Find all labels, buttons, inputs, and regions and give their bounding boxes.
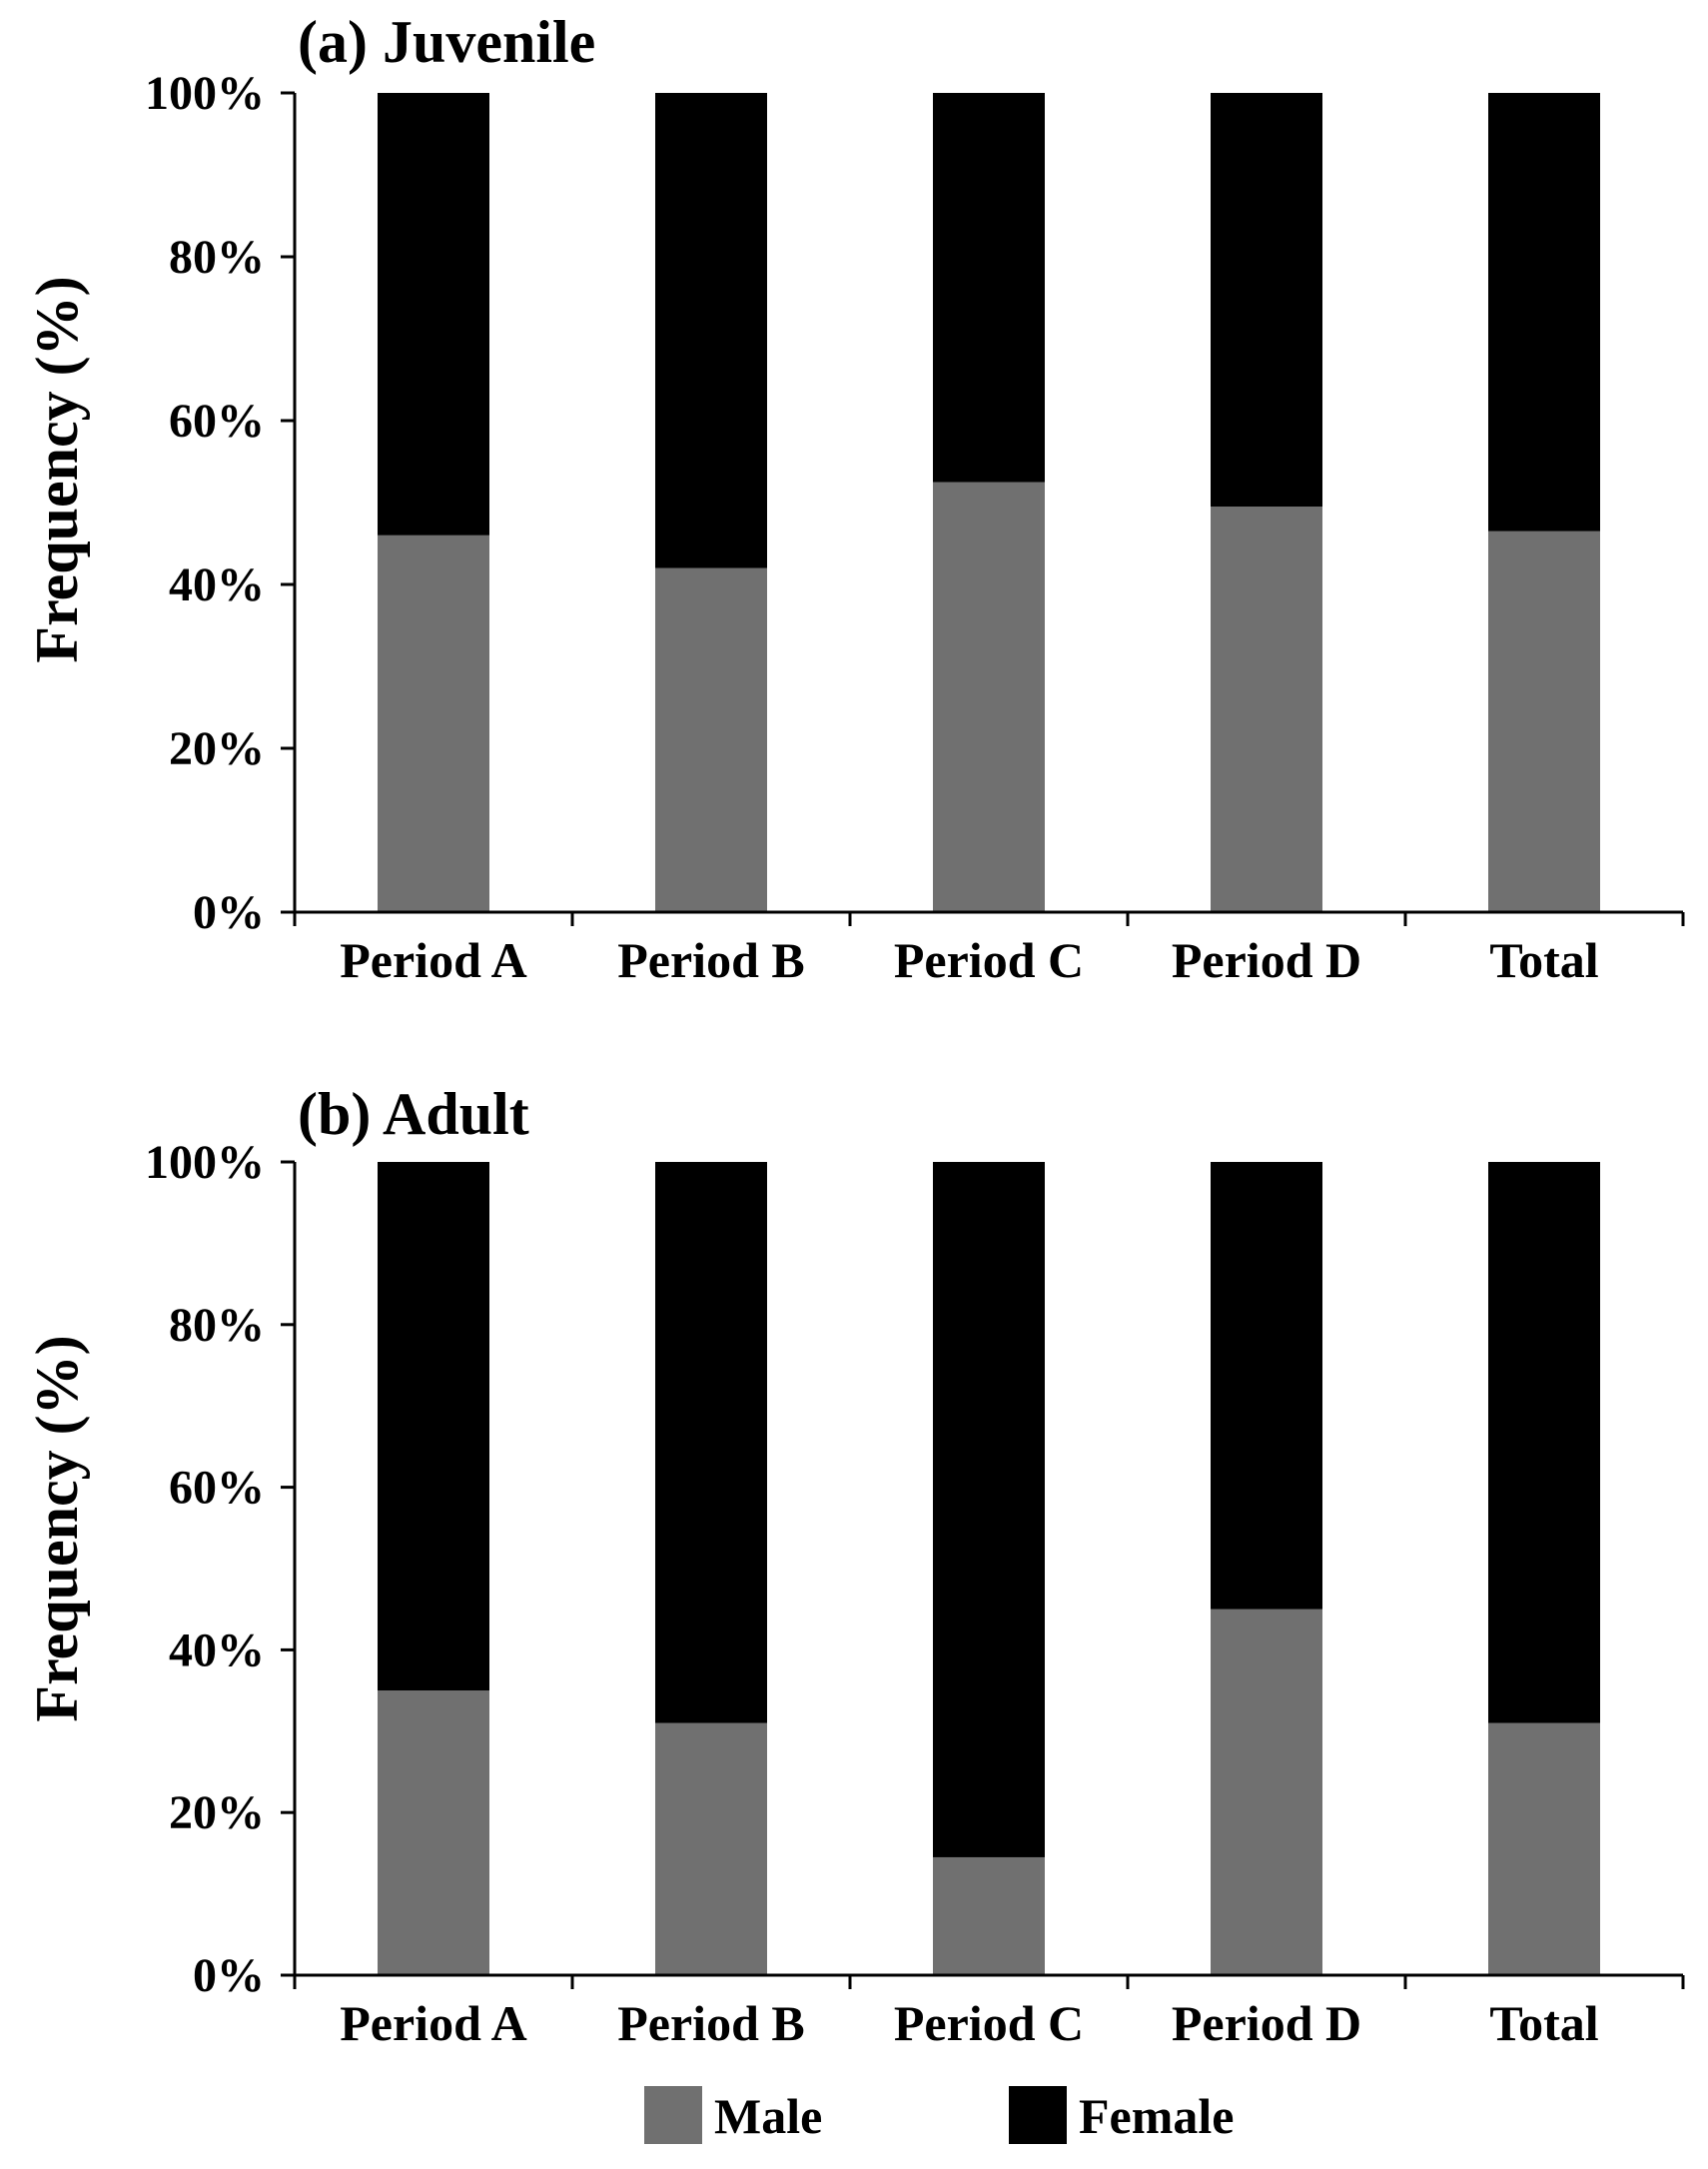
bar-male-period-a [378, 535, 489, 912]
bar-male-period-c [933, 482, 1045, 912]
y-tick-label: 60% [169, 1462, 265, 1515]
bar-female-period-d [1211, 93, 1322, 508]
x-tick-label: Period C [894, 1995, 1084, 2051]
chart-title: (b) Adult [298, 1081, 529, 1147]
y-tick-label: 80% [169, 1299, 265, 1352]
y-tick-label: 40% [169, 1624, 265, 1676]
y-axis-label: Frequency (%) [24, 276, 90, 662]
bar-male-total [1488, 531, 1600, 912]
bar-male-period-a [378, 1690, 489, 1975]
legend-label-female: Female [1079, 2088, 1234, 2144]
y-tick-label: 0% [193, 1949, 265, 2002]
bar-female-period-d [1211, 1162, 1322, 1610]
bar-male-period-c [933, 1856, 1045, 1975]
y-tick-label: 0% [193, 886, 265, 939]
legend-swatch-female [1009, 2086, 1067, 2144]
y-tick-label: 80% [169, 231, 265, 284]
bar-female-period-c [933, 93, 1045, 483]
x-tick-label: Period B [617, 1995, 804, 2051]
plot-area: Period A Period B Period C Period D Total 0% 2… [145, 67, 1685, 988]
panel-juvenile: (a) Juvenile Frequency (%) Period A Perio… [24, 9, 1685, 988]
legend-swatch-male [644, 2086, 702, 2144]
chart-title: (a) Juvenile [298, 9, 595, 75]
x-tick-label: Period D [1172, 932, 1361, 988]
legend-label-male: Male [714, 2088, 822, 2144]
x-tick-label: Total [1489, 1995, 1598, 2051]
y-tick-label: 20% [169, 1786, 265, 1839]
panel-adult: (b) Adult Frequency (%) Period A Period B… [24, 1081, 1685, 2051]
x-tick-label: Period C [894, 932, 1084, 988]
y-axis-label: Frequency (%) [24, 1335, 90, 1721]
x-tick-label: Period A [340, 932, 526, 988]
bar-female-period-b [655, 1162, 767, 1723]
bar-female-total [1488, 93, 1600, 532]
bar-female-period-c [933, 1162, 1045, 1857]
bar-female-period-a [378, 1162, 489, 1691]
legend: Male Female [644, 2086, 1234, 2144]
bar-male-period-b [655, 567, 767, 912]
x-tick-label: Period B [617, 932, 804, 988]
plot-area: Period A Period B Period C Period D Total 0% 2… [145, 1136, 1685, 2051]
x-tick-label: Period A [340, 1995, 526, 2051]
bar-female-period-a [378, 93, 489, 536]
bar-female-period-b [655, 93, 767, 568]
y-tick-label: 100% [145, 67, 265, 120]
bar-female-total [1488, 1162, 1600, 1723]
y-tick-label: 40% [169, 558, 265, 611]
bar-male-total [1488, 1722, 1600, 1975]
y-tick-label: 20% [169, 722, 265, 775]
y-tick-label: 100% [145, 1136, 265, 1189]
x-tick-label: Total [1489, 932, 1598, 988]
bar-male-period-b [655, 1722, 767, 1975]
bar-male-period-d [1211, 507, 1322, 912]
x-tick-label: Period D [1172, 1995, 1361, 2051]
bar-male-period-d [1211, 1609, 1322, 1975]
y-tick-label: 60% [169, 395, 265, 448]
